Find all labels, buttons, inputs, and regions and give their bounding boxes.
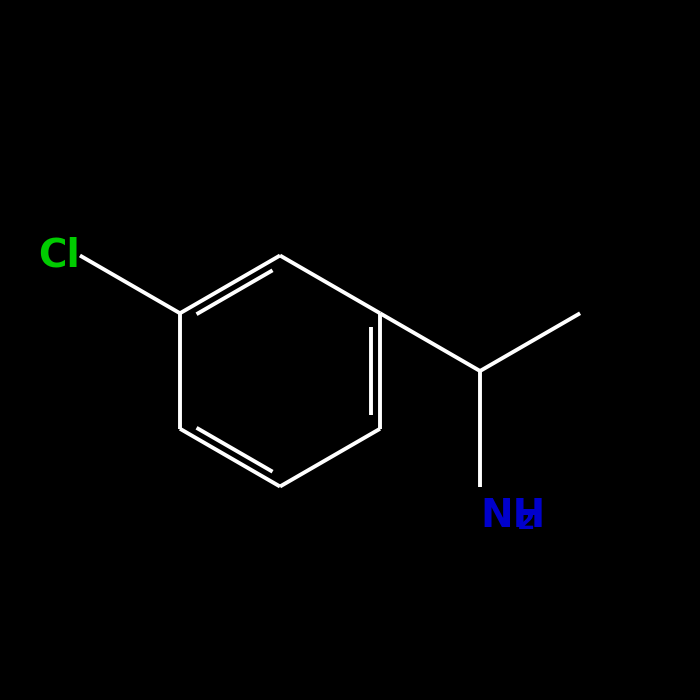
Text: Cl: Cl — [38, 237, 80, 274]
Text: 2: 2 — [517, 509, 535, 535]
Text: NH: NH — [480, 497, 545, 535]
